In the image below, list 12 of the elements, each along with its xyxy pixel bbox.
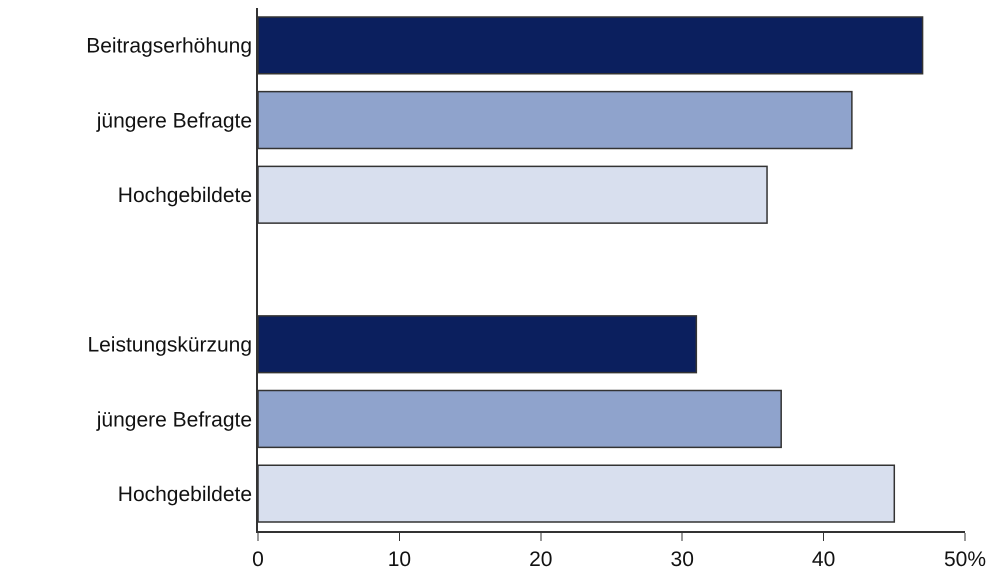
y-tick-label: jüngere Befragte bbox=[96, 408, 252, 432]
x-tick-label: 50% bbox=[944, 548, 986, 571]
x-tick-label: 10 bbox=[388, 548, 412, 571]
x-tick-label: 20 bbox=[529, 548, 552, 571]
x-tick-label: 40 bbox=[812, 548, 836, 571]
y-tick-label: jüngere Befragte bbox=[96, 109, 252, 132]
y-tick-label: Hochgebildete bbox=[118, 184, 252, 208]
x-tick-label: 0 bbox=[252, 548, 264, 571]
y-tick-label: Beitragserhöhung bbox=[86, 34, 252, 58]
y-tick-label: Hochgebildete bbox=[118, 482, 252, 506]
y-tick-label: Leistungskürzung bbox=[87, 334, 252, 357]
x-tick-label: 30 bbox=[670, 548, 694, 571]
